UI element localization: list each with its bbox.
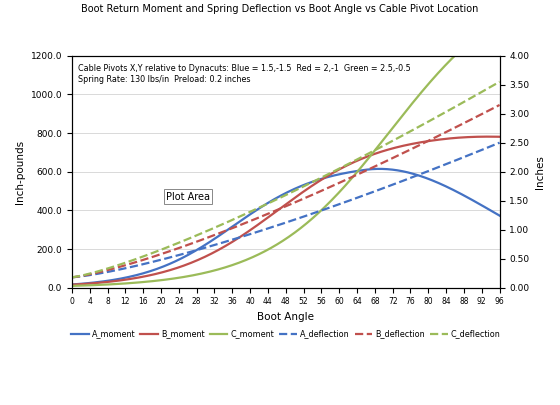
X-axis label: Boot Angle: Boot Angle bbox=[257, 312, 314, 322]
Text: Plot Area: Plot Area bbox=[166, 192, 210, 202]
Y-axis label: Inches: Inches bbox=[535, 155, 545, 189]
Text: Cable Pivots X,Y relative to Dynacuts: Blue = 1.5,-1.5  Red = 2,-1  Green = 2.5,: Cable Pivots X,Y relative to Dynacuts: B… bbox=[78, 64, 411, 73]
Legend: A_moment, B_moment, C_moment, A_deflection, B_deflection, C_deflection: A_moment, B_moment, C_moment, A_deflecti… bbox=[68, 326, 504, 342]
Text: Spring Rate: 130 lbs/in  Preload: 0.2 inches: Spring Rate: 130 lbs/in Preload: 0.2 inc… bbox=[78, 75, 251, 84]
Y-axis label: Inch-pounds: Inch-pounds bbox=[15, 140, 25, 204]
Text: Boot Return Moment and Spring Deflection vs Boot Angle vs Cable Pivot Location: Boot Return Moment and Spring Deflection… bbox=[81, 4, 479, 14]
